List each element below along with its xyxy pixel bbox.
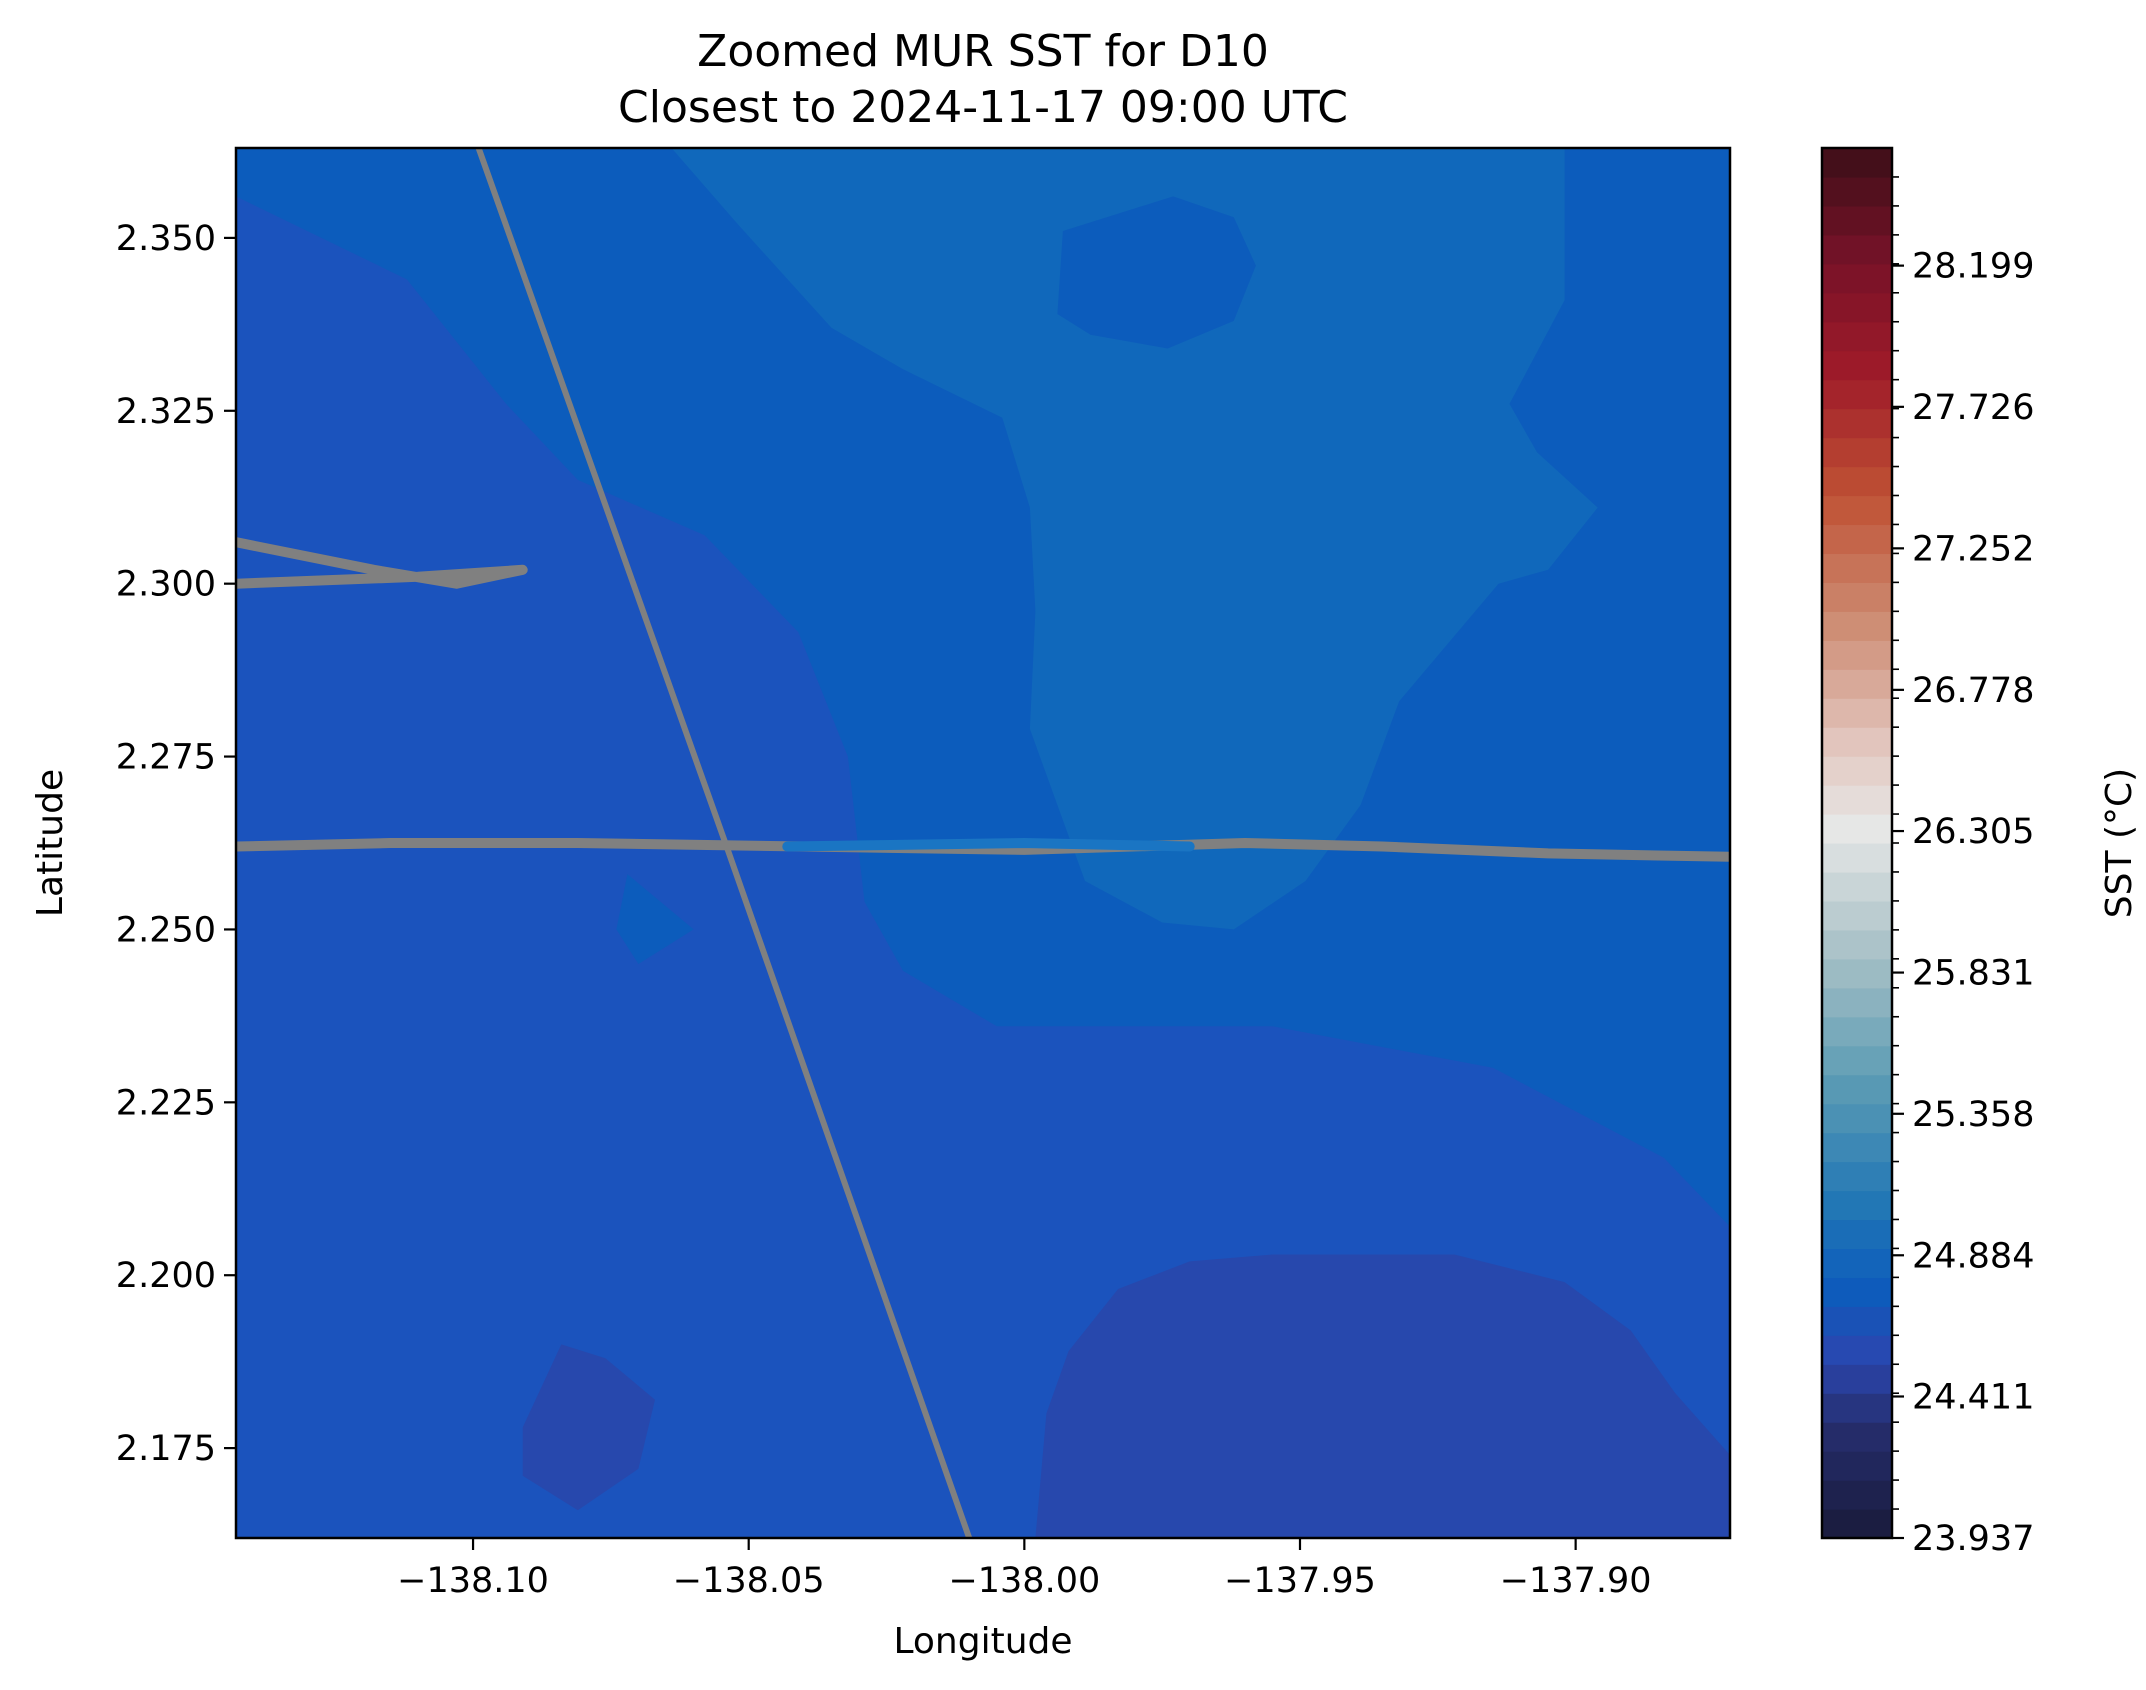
chart-title-line1: Zoomed MUR SST for D10	[697, 26, 1269, 77]
track-3	[782, 838, 1195, 852]
colorbar-band-21	[1822, 900, 1892, 931]
colorbar-band-46	[1822, 176, 1892, 207]
x-tick-label-1: −138.05	[673, 1561, 825, 1601]
colorbar-band-33	[1822, 553, 1892, 583]
plot-area	[234, 146, 1732, 1540]
x-tick-label-3: −137.95	[1224, 1561, 1376, 1601]
colorbar-band-19	[1822, 958, 1892, 989]
y-axis-label: Latitude	[30, 769, 71, 917]
x-axis-ticks: −138.10 −138.05 −138.00 −137.95 −137.90	[397, 1538, 1652, 1601]
colorbar-tick-label-8: 27.726	[1912, 388, 2034, 428]
colorbar-band-31	[1822, 611, 1892, 641]
colorbar-band-42	[1822, 292, 1892, 323]
y-tick-label-5: 2.300	[116, 565, 216, 605]
colorbar-band-17	[1822, 1016, 1892, 1047]
colorbar-band-18	[1822, 987, 1892, 1018]
colorbar-band-20	[1822, 929, 1892, 960]
colorbar-band-39	[1822, 379, 1892, 410]
colorbar-band-12	[1822, 1161, 1892, 1192]
colorbar-tick-label-4: 25.831	[1912, 954, 2034, 994]
colorbar-band-47	[1822, 148, 1892, 178]
colorbar-tick-label-7: 27.252	[1912, 529, 2034, 569]
chart-title-line2: Closest to 2024-11-17 09:00 UTC	[618, 82, 1348, 133]
colorbar-band-11	[1822, 1190, 1892, 1221]
colorbar-band-6	[1822, 1335, 1892, 1365]
contour-region-6	[522, 1344, 655, 1511]
colorbar-band-35	[1822, 495, 1892, 526]
y-tick-label-3: 2.250	[116, 910, 216, 950]
track-2	[236, 537, 528, 589]
colorbar-band-45	[1822, 205, 1892, 236]
colorbar-band-43	[1822, 263, 1892, 294]
x-tick-label-0: −138.10	[397, 1561, 549, 1601]
y-tick-label-0: 2.175	[116, 1429, 216, 1469]
colorbar-band-24	[1822, 814, 1892, 844]
colorbar-band-10	[1822, 1219, 1892, 1250]
colorbar-tick-label-1: 24.411	[1912, 1377, 2034, 1417]
colorbar-band-28	[1822, 698, 1892, 728]
colorbar-band-23	[1822, 843, 1892, 873]
colorbar-tick-label-5: 26.305	[1912, 812, 2034, 852]
colorbar-band-36	[1822, 466, 1892, 497]
colorbar-band-8	[1822, 1277, 1892, 1307]
colorbar-band-27	[1822, 727, 1892, 757]
contour-region-2	[671, 148, 1598, 930]
y-axis-ticks: 2.175 2.200 2.225 2.250 2.275 2.300 2.325 2.350	[116, 219, 236, 1469]
colorbar-band-26	[1822, 756, 1892, 786]
colorbar-band-1	[1822, 1480, 1892, 1510]
x-tick-label-4: −137.90	[1500, 1561, 1652, 1601]
colorbar-band-29	[1822, 669, 1892, 699]
track-1	[236, 838, 1730, 862]
colorbar-frame	[1820, 146, 1894, 1540]
colorbar-tick-label-3: 25.358	[1912, 1095, 2034, 1135]
colorbar-band-34	[1822, 524, 1892, 555]
colorbar-band-32	[1822, 582, 1892, 612]
colorbar-tick-label-2: 24.884	[1912, 1236, 2034, 1276]
colorbar-band-14	[1822, 1103, 1892, 1134]
colorbar-band-13	[1822, 1132, 1892, 1163]
colorbar: 23.937 24.411 24.884 25.358 25.831 26.305 26.7…	[1820, 146, 2140, 1559]
colorbar-band-5	[1822, 1364, 1892, 1394]
colorbar-band-0	[1822, 1509, 1892, 1539]
colorbar-band-37	[1822, 437, 1892, 468]
colorbar-band-38	[1822, 408, 1892, 439]
y-tick-label-4: 2.275	[116, 738, 216, 778]
colorbar-band-3	[1822, 1422, 1892, 1452]
contour-region-4	[616, 874, 694, 964]
colorbar-band-41	[1822, 321, 1892, 352]
y-tick-label-1: 2.200	[116, 1256, 216, 1296]
colorbar-tick-label-6: 26.778	[1912, 671, 2034, 711]
contour-region-5	[1035, 1254, 1730, 1538]
y-tick-label-6: 2.325	[116, 392, 216, 432]
colorbar-tick-label-9: 28.199	[1912, 247, 2034, 287]
colorbar-band-16	[1822, 1045, 1892, 1076]
colorbar-band-7	[1822, 1306, 1892, 1336]
contour-region-3	[1057, 196, 1256, 349]
colorbar-label: SST (°C)	[2099, 768, 2140, 918]
colorbar-band-2	[1822, 1451, 1892, 1481]
plot-frame	[234, 146, 1732, 1540]
y-tick-label-7: 2.350	[116, 219, 216, 259]
colorbar-band-4	[1822, 1393, 1892, 1423]
colorbar-band-40	[1822, 350, 1892, 381]
colorbar-band-22	[1822, 871, 1892, 902]
colorbar-band-30	[1822, 640, 1892, 670]
colorbar-tick-label-0: 23.937	[1912, 1519, 2034, 1559]
x-axis-label: Longitude	[893, 1621, 1072, 1662]
colorbar-band-44	[1822, 234, 1892, 265]
colorbar-band-15	[1822, 1074, 1892, 1105]
x-tick-label-2: −138.00	[948, 1561, 1100, 1601]
colorbar-band-9	[1822, 1248, 1892, 1278]
colorbar-band-25	[1822, 785, 1892, 815]
y-tick-label-2: 2.225	[116, 1083, 216, 1123]
